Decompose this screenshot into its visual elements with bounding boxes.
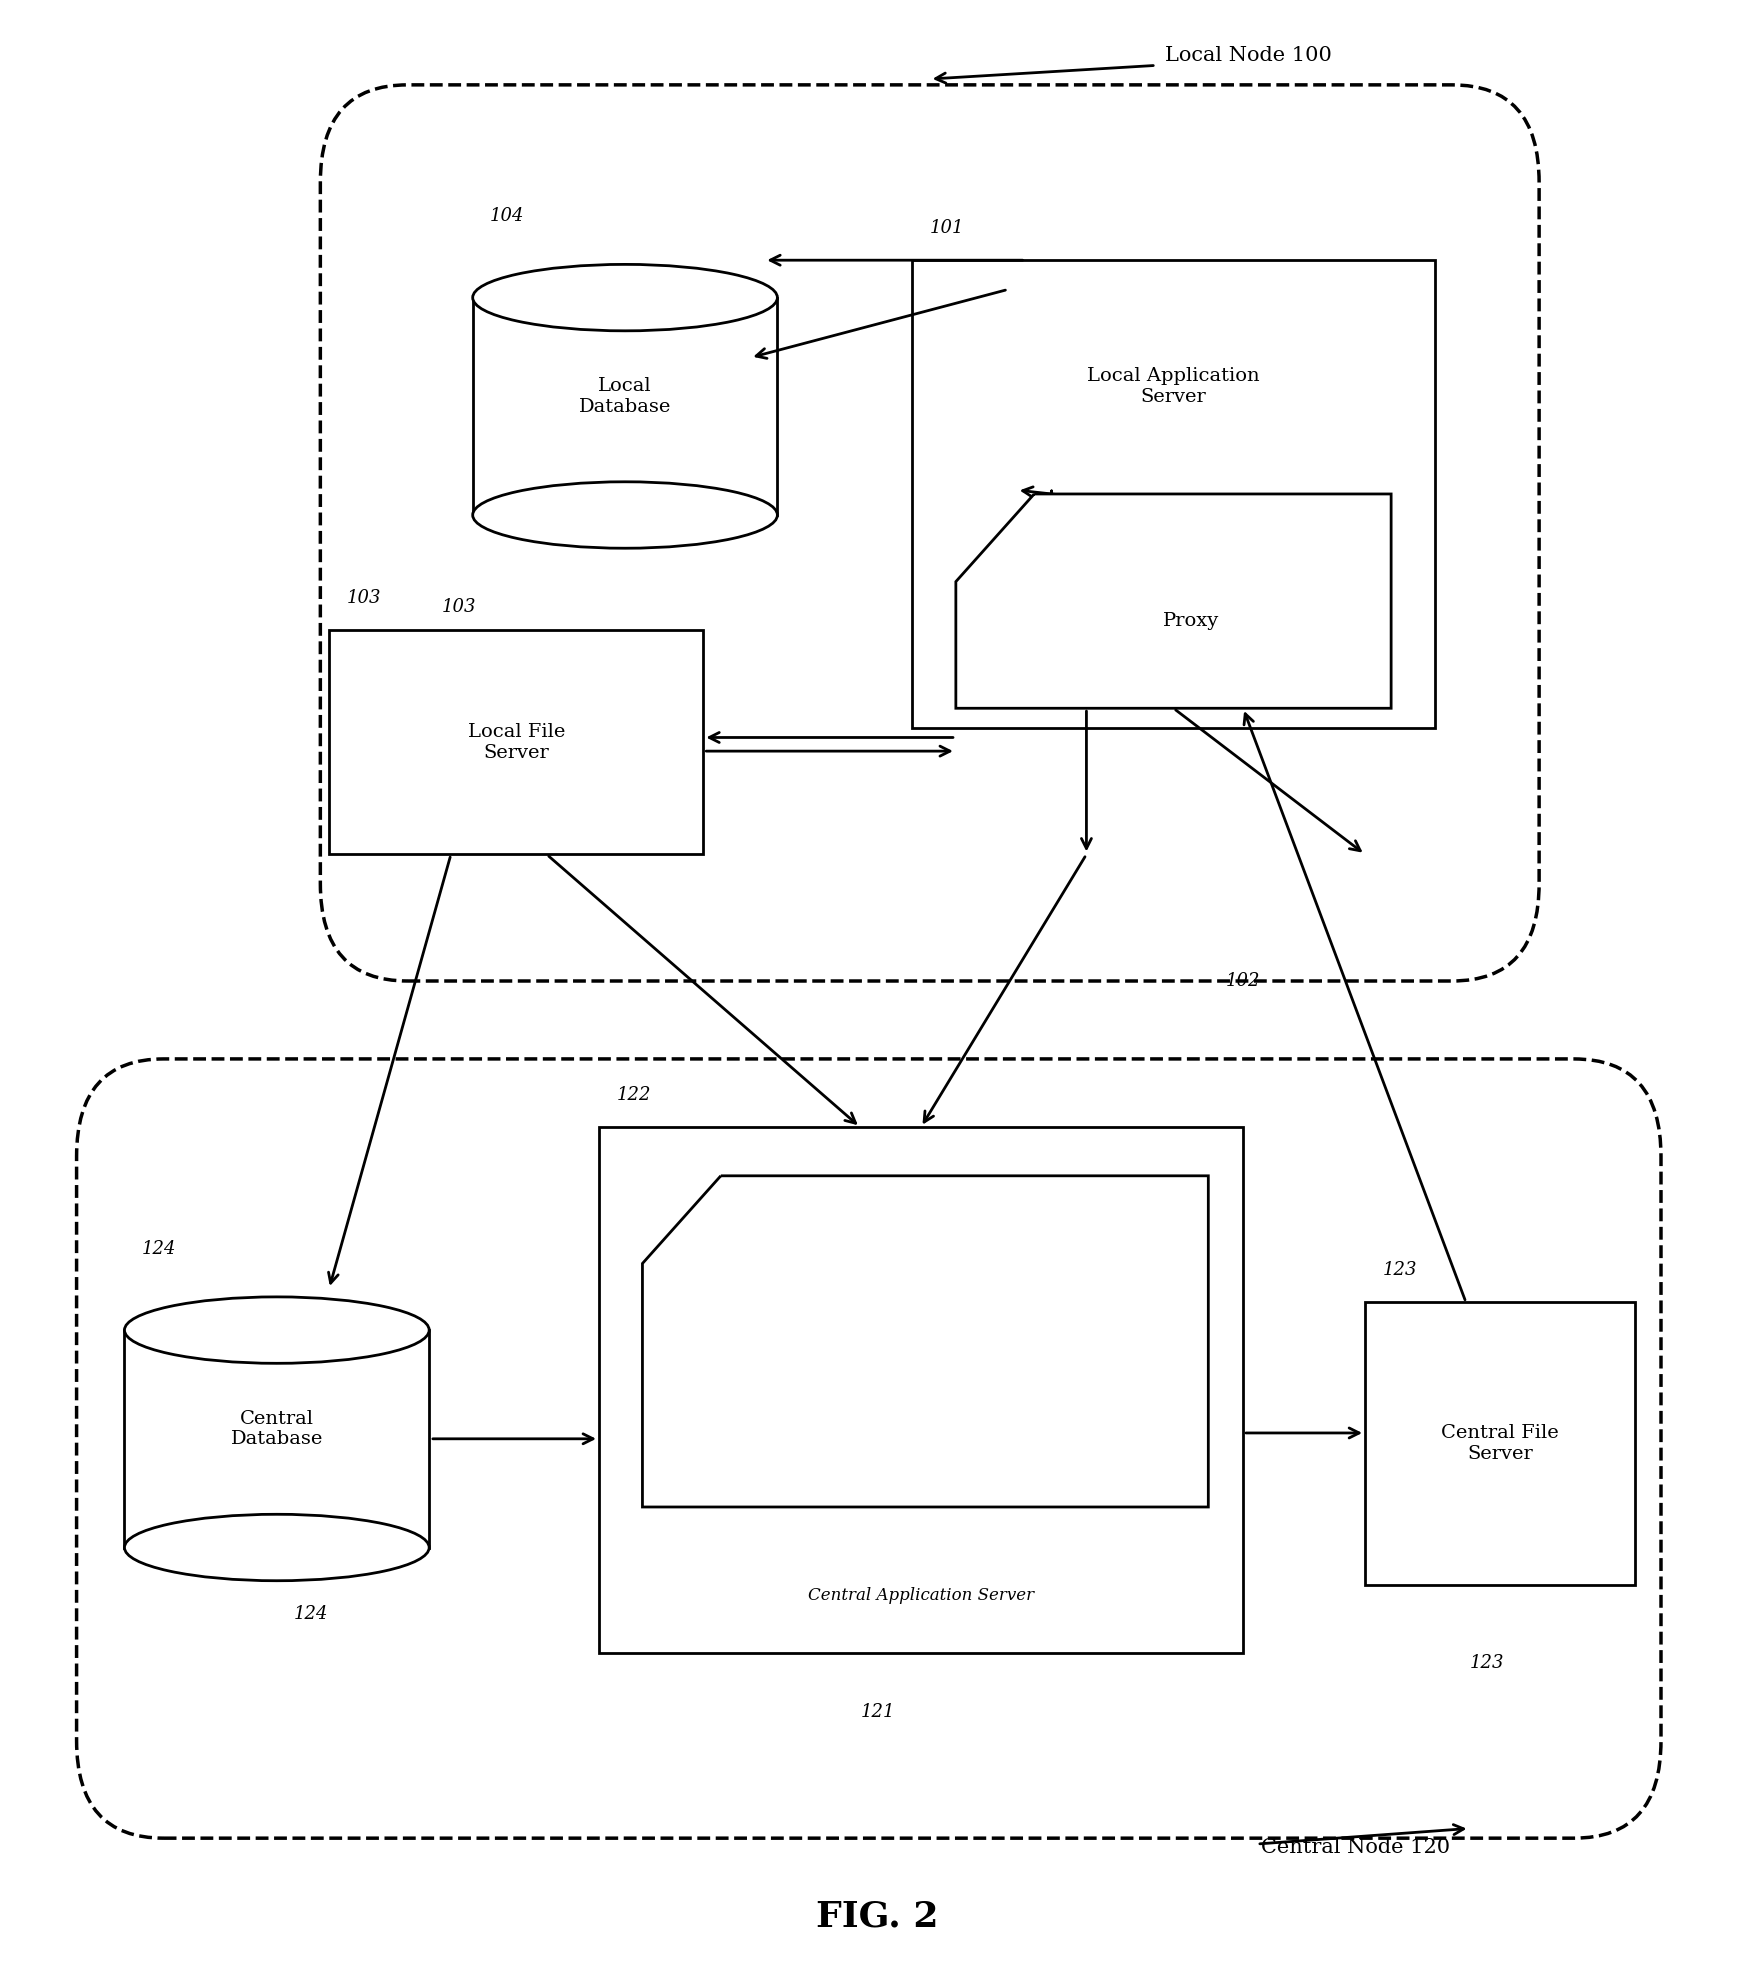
- Text: Central Node 120: Central Node 120: [1260, 1838, 1450, 1858]
- Text: 123: 123: [1469, 1654, 1504, 1672]
- Text: Local Node 100: Local Node 100: [1165, 47, 1332, 65]
- Ellipse shape: [125, 1297, 430, 1364]
- Text: 124: 124: [295, 1605, 328, 1623]
- Text: 123: 123: [1383, 1262, 1416, 1279]
- Text: 104: 104: [490, 208, 525, 226]
- Text: 122: 122: [616, 1085, 651, 1105]
- Text: 124: 124: [142, 1240, 177, 1258]
- Text: Synchronization
Program: Synchronization Program: [841, 1313, 1002, 1352]
- Text: Local Application
Server: Local Application Server: [1086, 367, 1260, 406]
- Text: Central Application Server: Central Application Server: [807, 1587, 1034, 1605]
- Text: 103: 103: [442, 598, 477, 616]
- Ellipse shape: [125, 1297, 430, 1364]
- Ellipse shape: [472, 265, 777, 332]
- PathPatch shape: [956, 494, 1392, 708]
- Ellipse shape: [472, 483, 777, 547]
- Text: 121: 121: [860, 1703, 895, 1721]
- Ellipse shape: [125, 1515, 430, 1581]
- Bar: [125, 1330, 430, 1548]
- Text: 101: 101: [930, 220, 963, 237]
- Bar: [913, 261, 1434, 728]
- Text: FIG. 2: FIG. 2: [816, 1899, 939, 1933]
- Bar: [472, 298, 777, 514]
- Text: 102: 102: [1225, 971, 1260, 991]
- Ellipse shape: [472, 265, 777, 332]
- PathPatch shape: [642, 1175, 1207, 1507]
- Text: 103: 103: [346, 589, 381, 606]
- Bar: [598, 1126, 1243, 1654]
- Text: Central File
Server: Central File Server: [1441, 1424, 1558, 1464]
- Text: Local
Database: Local Database: [579, 377, 670, 416]
- Text: Proxy: Proxy: [1164, 612, 1220, 630]
- Text: Central
Database: Central Database: [230, 1409, 323, 1448]
- Bar: [328, 630, 704, 853]
- Text: Local File
Server: Local File Server: [467, 722, 565, 761]
- Bar: [1365, 1303, 1636, 1585]
